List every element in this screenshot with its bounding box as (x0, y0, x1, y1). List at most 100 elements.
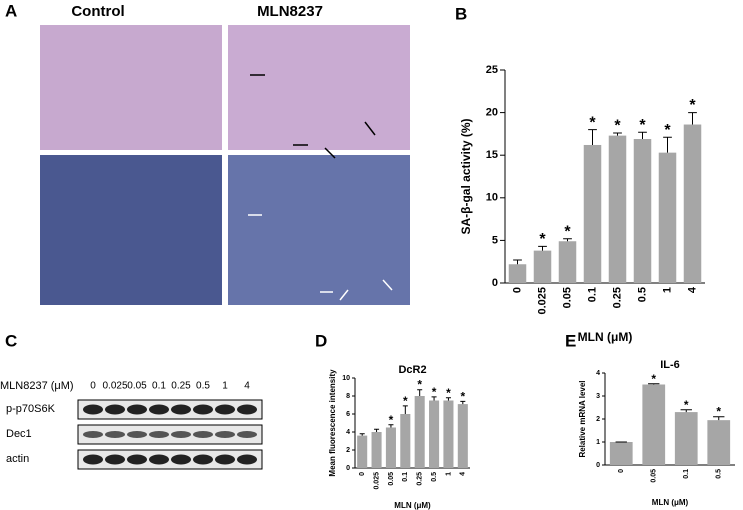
significance-marker: * (539, 231, 546, 248)
x-tick-label: 4 (460, 472, 467, 476)
significance-marker: * (417, 378, 422, 392)
bar (533, 250, 552, 283)
error-bar (374, 428, 380, 432)
y-tick-label: 2 (596, 416, 600, 423)
column-title: Control (71, 3, 124, 20)
y-tick-label: 1 (596, 439, 600, 446)
lane-label: 0.5 (196, 381, 210, 392)
column-title: MLN8237 (257, 3, 323, 20)
error-bar (513, 259, 522, 265)
bar (357, 435, 368, 468)
y-tick-label: 8 (346, 393, 350, 400)
y-tick-label: 20 (486, 107, 498, 119)
panel-label: D (315, 331, 327, 350)
error-bar (613, 132, 622, 136)
significance-marker: * (664, 122, 671, 139)
band (127, 404, 147, 415)
x-tick-label: 0.25 (417, 472, 424, 486)
band (149, 431, 169, 438)
x-tick-label: 0.1 (683, 469, 690, 479)
significance-marker: * (564, 223, 571, 240)
x-tick-label: 1 (661, 287, 673, 293)
x-tick-label: 0 (618, 469, 625, 473)
x-tick-label: 0.5 (636, 287, 648, 302)
error-bar (713, 416, 725, 421)
band (237, 431, 257, 438)
error-bar (431, 396, 437, 401)
bar (683, 124, 702, 283)
x-tick-label: 0.25 (611, 287, 623, 308)
error-bar (445, 397, 451, 401)
significance-marker: * (614, 118, 621, 135)
micrograph (40, 155, 222, 305)
significance-marker: * (639, 117, 646, 134)
x-tick-label: 0.1 (402, 472, 409, 482)
x-tick-label: 0.5 (716, 469, 723, 479)
significance-marker: * (589, 114, 596, 131)
bar (414, 396, 425, 468)
panel-label: E (565, 331, 576, 350)
band (215, 404, 235, 415)
significance-marker: * (460, 389, 465, 403)
y-tick-label: 3 (596, 393, 600, 400)
y-axis-label: SA-β-gal activity (%) (459, 118, 473, 234)
y-tick-label: 4 (596, 370, 600, 377)
error-bar (563, 238, 572, 242)
row-label: p-p70S6K (6, 403, 56, 415)
band (105, 454, 125, 465)
lane-label: 1 (222, 381, 228, 392)
band (127, 431, 147, 438)
band (149, 454, 169, 465)
bar (707, 420, 731, 465)
y-tick-label: 2 (346, 447, 350, 454)
bar (429, 400, 440, 468)
error-bar (680, 409, 692, 413)
bar (443, 400, 454, 468)
band (237, 404, 257, 415)
row-label: actin (6, 453, 29, 465)
x-tick-label: 0.1 (586, 287, 598, 302)
x-tick-label: 0 (359, 472, 366, 476)
band (193, 431, 213, 438)
band (83, 454, 103, 465)
x-tick-label: 0 (511, 287, 523, 293)
significance-marker: * (716, 405, 721, 419)
bar (558, 241, 577, 283)
significance-marker: * (403, 394, 408, 408)
band (127, 454, 147, 465)
band (215, 454, 235, 465)
lane-label: 0.025 (102, 381, 127, 392)
significance-marker: * (389, 413, 394, 427)
y-axis-label: Mean fluorescence intensity (328, 369, 337, 477)
micrograph (228, 25, 410, 150)
band (105, 404, 125, 415)
bar (508, 264, 527, 283)
bar (400, 414, 411, 468)
y-tick-label: 25 (486, 64, 498, 76)
band (193, 454, 213, 465)
error-bar (417, 389, 423, 396)
y-tick-label: 0 (346, 465, 350, 472)
error-bar (460, 400, 466, 405)
band (237, 454, 257, 465)
significance-marker: * (651, 372, 656, 386)
bar (371, 432, 382, 468)
error-bar (588, 129, 597, 145)
lane-label: 0 (90, 381, 96, 392)
y-tick-label: 10 (342, 375, 350, 382)
significance-marker: * (432, 385, 437, 399)
micrograph (40, 25, 222, 150)
chart-title: DcR2 (398, 364, 426, 376)
band (171, 454, 191, 465)
error-bar (638, 131, 647, 140)
blot-frame (77, 449, 263, 470)
x-tick-label: 1 (445, 472, 452, 476)
arrows (250, 74, 376, 159)
bar (633, 139, 652, 283)
bar (658, 152, 677, 283)
chart-title: IL-6 (660, 359, 680, 371)
x-tick-label: 0.5 (431, 472, 438, 482)
lane-label: 0.1 (152, 381, 166, 392)
bar (385, 427, 396, 468)
